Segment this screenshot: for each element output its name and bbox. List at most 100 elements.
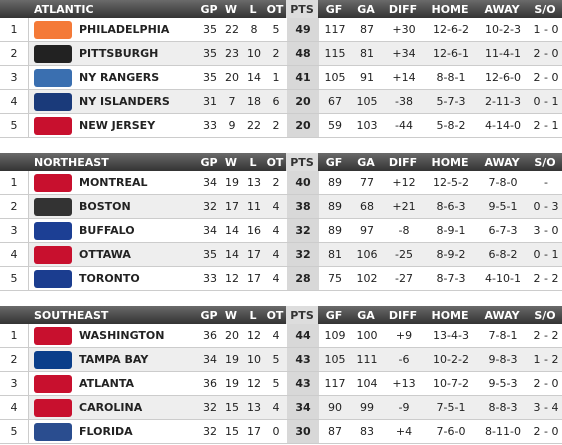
stat: 8-6-3 xyxy=(436,200,466,213)
stat: 7-6-0 xyxy=(436,425,466,438)
stat: 59 xyxy=(328,119,342,132)
stat: 83 xyxy=(360,425,374,438)
team-row: 2 TAMPA BAY 34 19 10 5 43 105 111 -6 10-2-2 9-8-3 1 … xyxy=(0,348,562,372)
team-name: NEW JERSEY xyxy=(79,119,156,132)
stat: 13 xyxy=(247,176,261,189)
stat: 19 xyxy=(225,176,239,189)
stat: 33 xyxy=(203,272,217,285)
stat: 8-8-3 xyxy=(488,401,518,414)
header-row: ATLANTIC GP W L OT PTS GF GA DIFF HOME AWAY S/O xyxy=(0,0,562,18)
team-logo xyxy=(34,197,72,216)
stat: 36 xyxy=(203,377,217,390)
header-row: SOUTHEAST GP W L OT PTS GF GA DIFF HOME AWAY S/O xyxy=(0,306,562,324)
stat: 4 xyxy=(272,272,280,285)
column-header: L xyxy=(249,308,257,322)
rank: 5 xyxy=(0,267,29,290)
stat: 33 xyxy=(203,119,217,132)
logo-cell xyxy=(29,398,77,417)
stat: 2 - 1 xyxy=(533,119,559,132)
stat: 18 xyxy=(247,95,261,108)
column-header: W xyxy=(224,155,238,169)
logo-cell xyxy=(29,221,77,240)
stat: 48 xyxy=(287,42,319,65)
stat: 7-5-1 xyxy=(436,401,466,414)
stat: 35 xyxy=(203,23,217,36)
division-name: ATLANTIC xyxy=(34,2,94,16)
rank: 3 xyxy=(0,66,29,89)
team-logo xyxy=(34,20,72,39)
stat: 8-11-0 xyxy=(485,425,521,438)
stat: 5-8-2 xyxy=(436,119,466,132)
team-name: BOSTON xyxy=(79,200,131,213)
column-header: HOME xyxy=(431,155,469,169)
column-header: S/O xyxy=(534,155,556,169)
stat: 105 xyxy=(356,95,378,108)
column-header: AWAY xyxy=(484,308,520,322)
stat: 41 xyxy=(287,66,319,89)
stat: -6 xyxy=(398,353,410,366)
stat: 11 xyxy=(247,200,261,213)
column-header: GA xyxy=(357,155,375,169)
stat: 35 xyxy=(203,47,217,60)
stat: 67 xyxy=(328,95,342,108)
column-header: GP xyxy=(200,2,218,16)
stat: -27 xyxy=(395,272,413,285)
team-row: 3 BUFFALO 34 14 16 4 32 89 97 -8 8-9-1 6-7-3 3 - 0 xyxy=(0,219,562,243)
rank: 4 xyxy=(0,90,29,113)
column-header: GA xyxy=(357,2,375,16)
stat: 5 xyxy=(272,23,280,36)
stat: 87 xyxy=(360,23,374,36)
team-name: OTTAWA xyxy=(79,248,131,261)
stat: 38 xyxy=(287,195,319,218)
logo-cell xyxy=(29,269,77,288)
stat: 17 xyxy=(247,425,261,438)
team-logo xyxy=(34,245,72,264)
stat: 32 xyxy=(203,200,217,213)
stat: 44 xyxy=(287,324,319,347)
column-header: GP xyxy=(200,155,218,169)
team-row: 1 WASHINGTON 36 20 12 4 44 109 100 +9 13-4-3 7-8-1 2… xyxy=(0,324,562,348)
team-row: 4 NY ISLANDERS 31 7 18 6 20 67 105 -38 5-7-3 2-11-3… xyxy=(0,90,562,114)
stat: 10 xyxy=(247,353,261,366)
stat: 12-6-1 xyxy=(433,47,469,60)
stat: 35 xyxy=(203,71,217,84)
rank: 2 xyxy=(0,195,29,218)
column-header: W xyxy=(224,2,238,16)
stat: 117 xyxy=(324,23,346,36)
stat: 5 xyxy=(272,377,280,390)
rank: 5 xyxy=(0,420,29,443)
team-name: PHILADELPHIA xyxy=(79,23,170,36)
stat: 2 xyxy=(272,176,280,189)
stat: 19 xyxy=(225,353,239,366)
column-header: W xyxy=(224,308,238,322)
stat: 32 xyxy=(287,243,319,266)
stat: +14 xyxy=(392,71,416,84)
stat: 12 xyxy=(225,272,239,285)
header-row: NORTHEAST GP W L OT PTS GF GA DIFF HOME AWAY S/O xyxy=(0,153,562,171)
stat: 6-7-3 xyxy=(488,224,518,237)
logo-cell xyxy=(29,68,77,87)
stat: 2 xyxy=(272,119,280,132)
stat: 10-2-3 xyxy=(485,23,521,36)
stat: 97 xyxy=(360,224,374,237)
division-table: SOUTHEAST GP W L OT PTS GF GA DIFF HOME AWAY S/O 1 WA… xyxy=(0,306,562,444)
rank: 1 xyxy=(0,324,29,347)
stat: 8-8-1 xyxy=(436,71,466,84)
stat: 12-6-2 xyxy=(433,23,469,36)
logo-cell xyxy=(29,350,77,369)
stat: 0 - 3 xyxy=(533,200,559,213)
logo-cell xyxy=(29,44,77,63)
stat: 0 - 1 xyxy=(533,95,559,108)
column-header: GP xyxy=(200,308,218,322)
stat: 14 xyxy=(225,248,239,261)
rank: 1 xyxy=(0,171,29,194)
team-row: 2 PITTSBURGH 35 23 10 2 48 115 81 +34 12-6-1 11-4-1… xyxy=(0,42,562,66)
stat: 2 - 2 xyxy=(533,272,559,285)
column-header: GF xyxy=(325,155,343,169)
stat: 7-8-0 xyxy=(488,176,518,189)
column-header: L xyxy=(249,155,257,169)
division-name: NORTHEAST xyxy=(34,155,109,169)
team-name: PITTSBURGH xyxy=(79,47,159,60)
stat: 28 xyxy=(287,267,319,290)
division-table: NORTHEAST GP W L OT PTS GF GA DIFF HOME AWAY S/O 1 MO… xyxy=(0,153,562,291)
